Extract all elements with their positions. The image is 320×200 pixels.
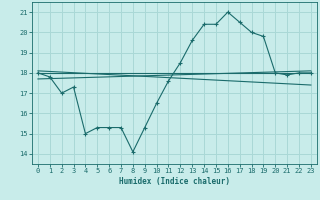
X-axis label: Humidex (Indice chaleur): Humidex (Indice chaleur) xyxy=(119,177,230,186)
